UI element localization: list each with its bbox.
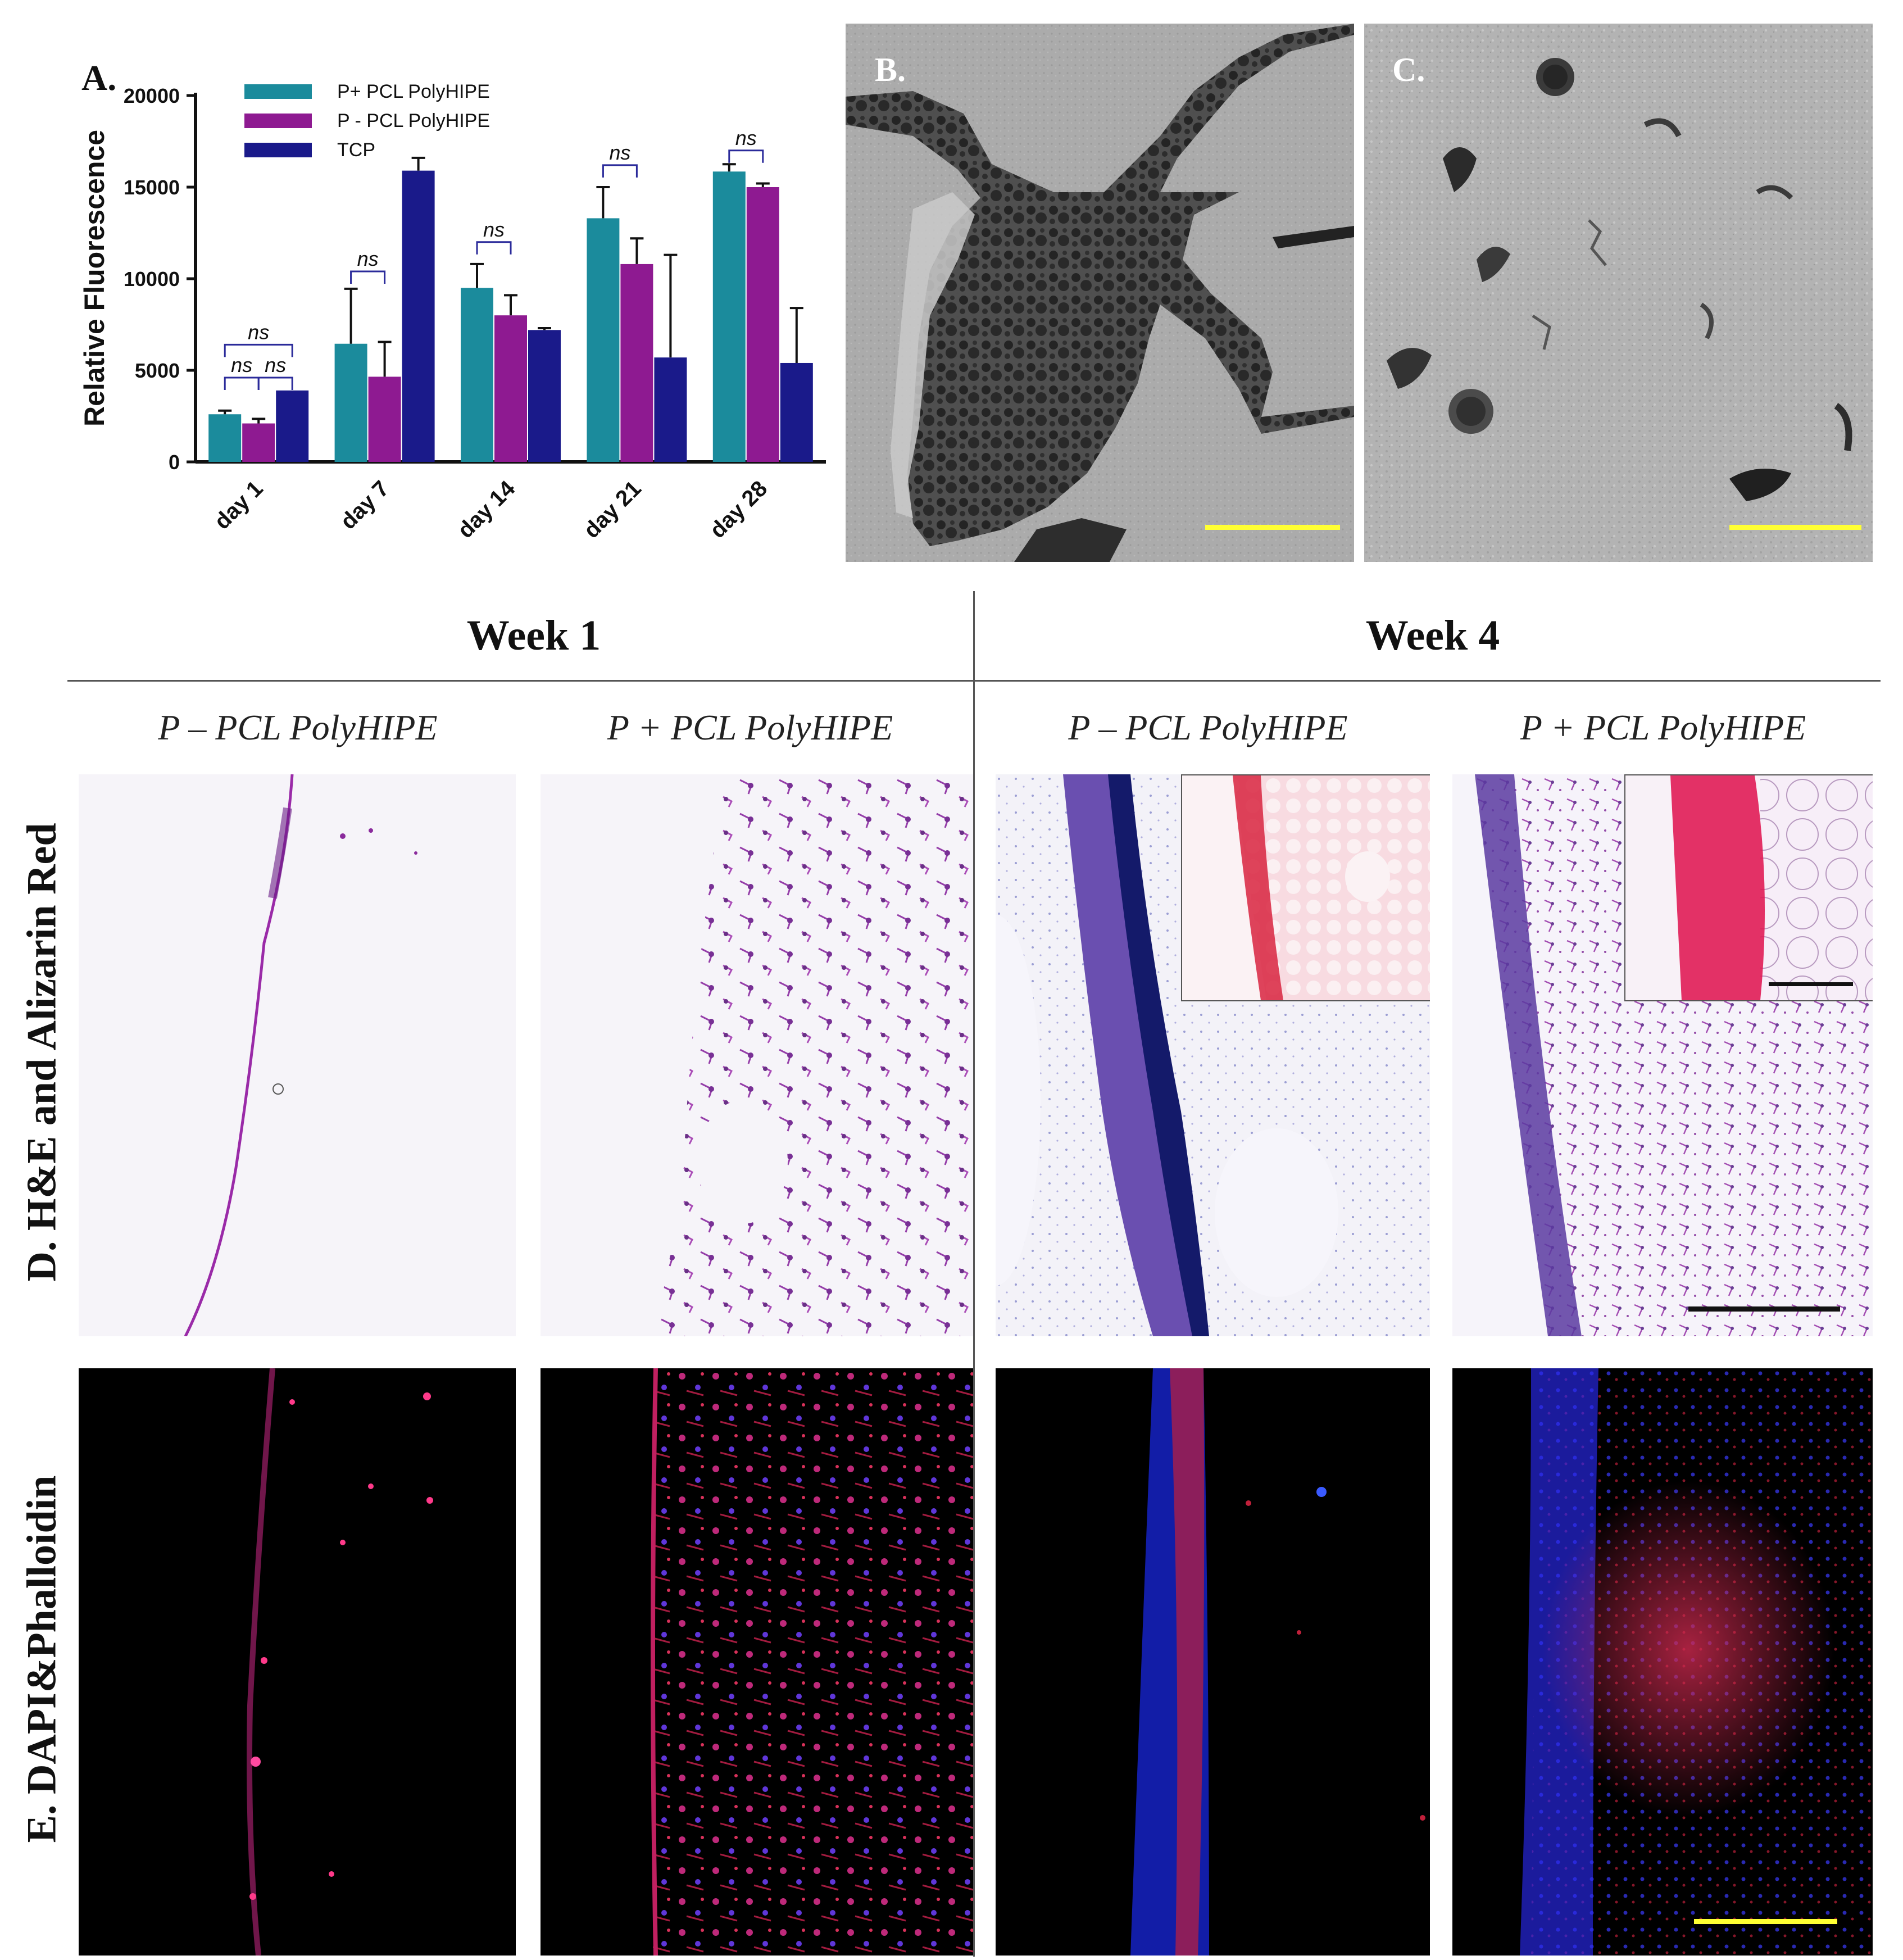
bar (746, 187, 779, 462)
fluorescence-image-week4-p-minus (996, 1368, 1430, 1956)
bar (402, 170, 435, 462)
bar (712, 171, 746, 462)
significance-label: ns (609, 141, 630, 164)
column-heading-w1-p-minus: P – PCL PolyHIPE (158, 707, 438, 747)
bar (276, 390, 309, 462)
bar (242, 423, 275, 462)
bar (528, 330, 561, 462)
significance-label: ns (357, 247, 379, 270)
vertical-divider (973, 591, 975, 1957)
row-label-e: E. DAPI&Phalloidin (19, 1475, 65, 1843)
x-tick-label: day 14 (453, 476, 520, 543)
bar (208, 414, 242, 462)
header-divider-right (975, 680, 1881, 682)
header-divider-left (67, 680, 973, 682)
fluorescence-image-week4-p-plus (1452, 1368, 1873, 1956)
scale-bar-fluorescence (1694, 1919, 1837, 1924)
relative-fluorescence-chart: A. Relative Fluorescence 0 5000 10000 15000… (79, 58, 826, 543)
significance-bracket (728, 149, 764, 163)
y-tick-label: 15000 (124, 176, 180, 199)
bar (654, 357, 687, 462)
bar (780, 362, 813, 462)
x-tick-label: day 28 (705, 476, 772, 543)
fluorescence-image-week1-p-plus (541, 1368, 973, 1956)
legend-label: TCP (337, 139, 375, 161)
scale-bar-c (1729, 525, 1861, 530)
he-image-week4-p-plus (1452, 774, 1873, 1336)
scale-bar-he (1688, 1306, 1840, 1312)
y-tick-label: 0 (169, 451, 180, 474)
panel-label-c: C. (1392, 51, 1425, 88)
column-heading-w4-p-minus: P – PCL PolyHIPE (1068, 707, 1348, 747)
bar (494, 315, 527, 462)
panel-label-a: A. (81, 58, 116, 98)
legend-swatch (244, 114, 312, 128)
fluorescence-image-week1-p-minus (79, 1368, 516, 1956)
inset-scale-bar (1769, 982, 1853, 986)
legend-label: P+ PCL PolyHIPE (337, 81, 490, 102)
he-image-week1-p-plus (541, 774, 973, 1336)
panel-label-b: B. (875, 51, 906, 88)
bar (461, 288, 493, 462)
significance-bracket (350, 270, 386, 284)
significance-label: ns (265, 353, 286, 376)
sem-image-c: C. (1364, 24, 1873, 562)
significance-bracket (224, 343, 293, 357)
significance-bracket (257, 376, 293, 391)
significance-bracket (602, 164, 638, 178)
significance-label: ns (483, 218, 505, 241)
sem-image-b: B. (846, 24, 1354, 562)
week-4-heading: Week 4 (1365, 612, 1500, 659)
bar (368, 376, 401, 462)
bar (587, 218, 620, 462)
significance-label: ns (231, 353, 252, 376)
alizarin-red-inset-week4-p-minus (1181, 774, 1430, 1001)
x-tick-label: day 7 (336, 476, 394, 534)
significance-label: ns (735, 126, 757, 149)
legend-swatch (244, 143, 312, 157)
x-tick-label: day 1 (210, 476, 267, 534)
x-tick-label: day 21 (579, 476, 646, 543)
y-tick-label: 20000 (124, 84, 180, 107)
scale-bar-b (1205, 525, 1340, 530)
column-heading-w4-p-plus: P + PCL PolyHIPE (1520, 707, 1806, 747)
legend-swatch (244, 84, 312, 99)
y-tick-label: 10000 (124, 267, 180, 291)
legend-label: P - PCL PolyHIPE (337, 110, 490, 131)
y-axis-title: Relative Fluorescence (79, 130, 110, 427)
alizarin-red-inset-week4-p-plus (1624, 774, 1873, 1001)
he-image-week1-p-minus (79, 774, 516, 1336)
week-1-heading: Week 1 (466, 612, 601, 659)
row-label-d: D. H&E and Alizarin Red (19, 823, 65, 1282)
significance-label: ns (248, 320, 269, 343)
bar (620, 264, 653, 462)
y-tick-label: 5000 (135, 359, 180, 382)
column-heading-w1-p-plus: P + PCL PolyHIPE (607, 707, 893, 747)
significance-bracket (476, 241, 512, 255)
he-image-week4-p-minus (996, 774, 1430, 1336)
bar (334, 343, 367, 462)
significance-bracket (224, 376, 260, 391)
